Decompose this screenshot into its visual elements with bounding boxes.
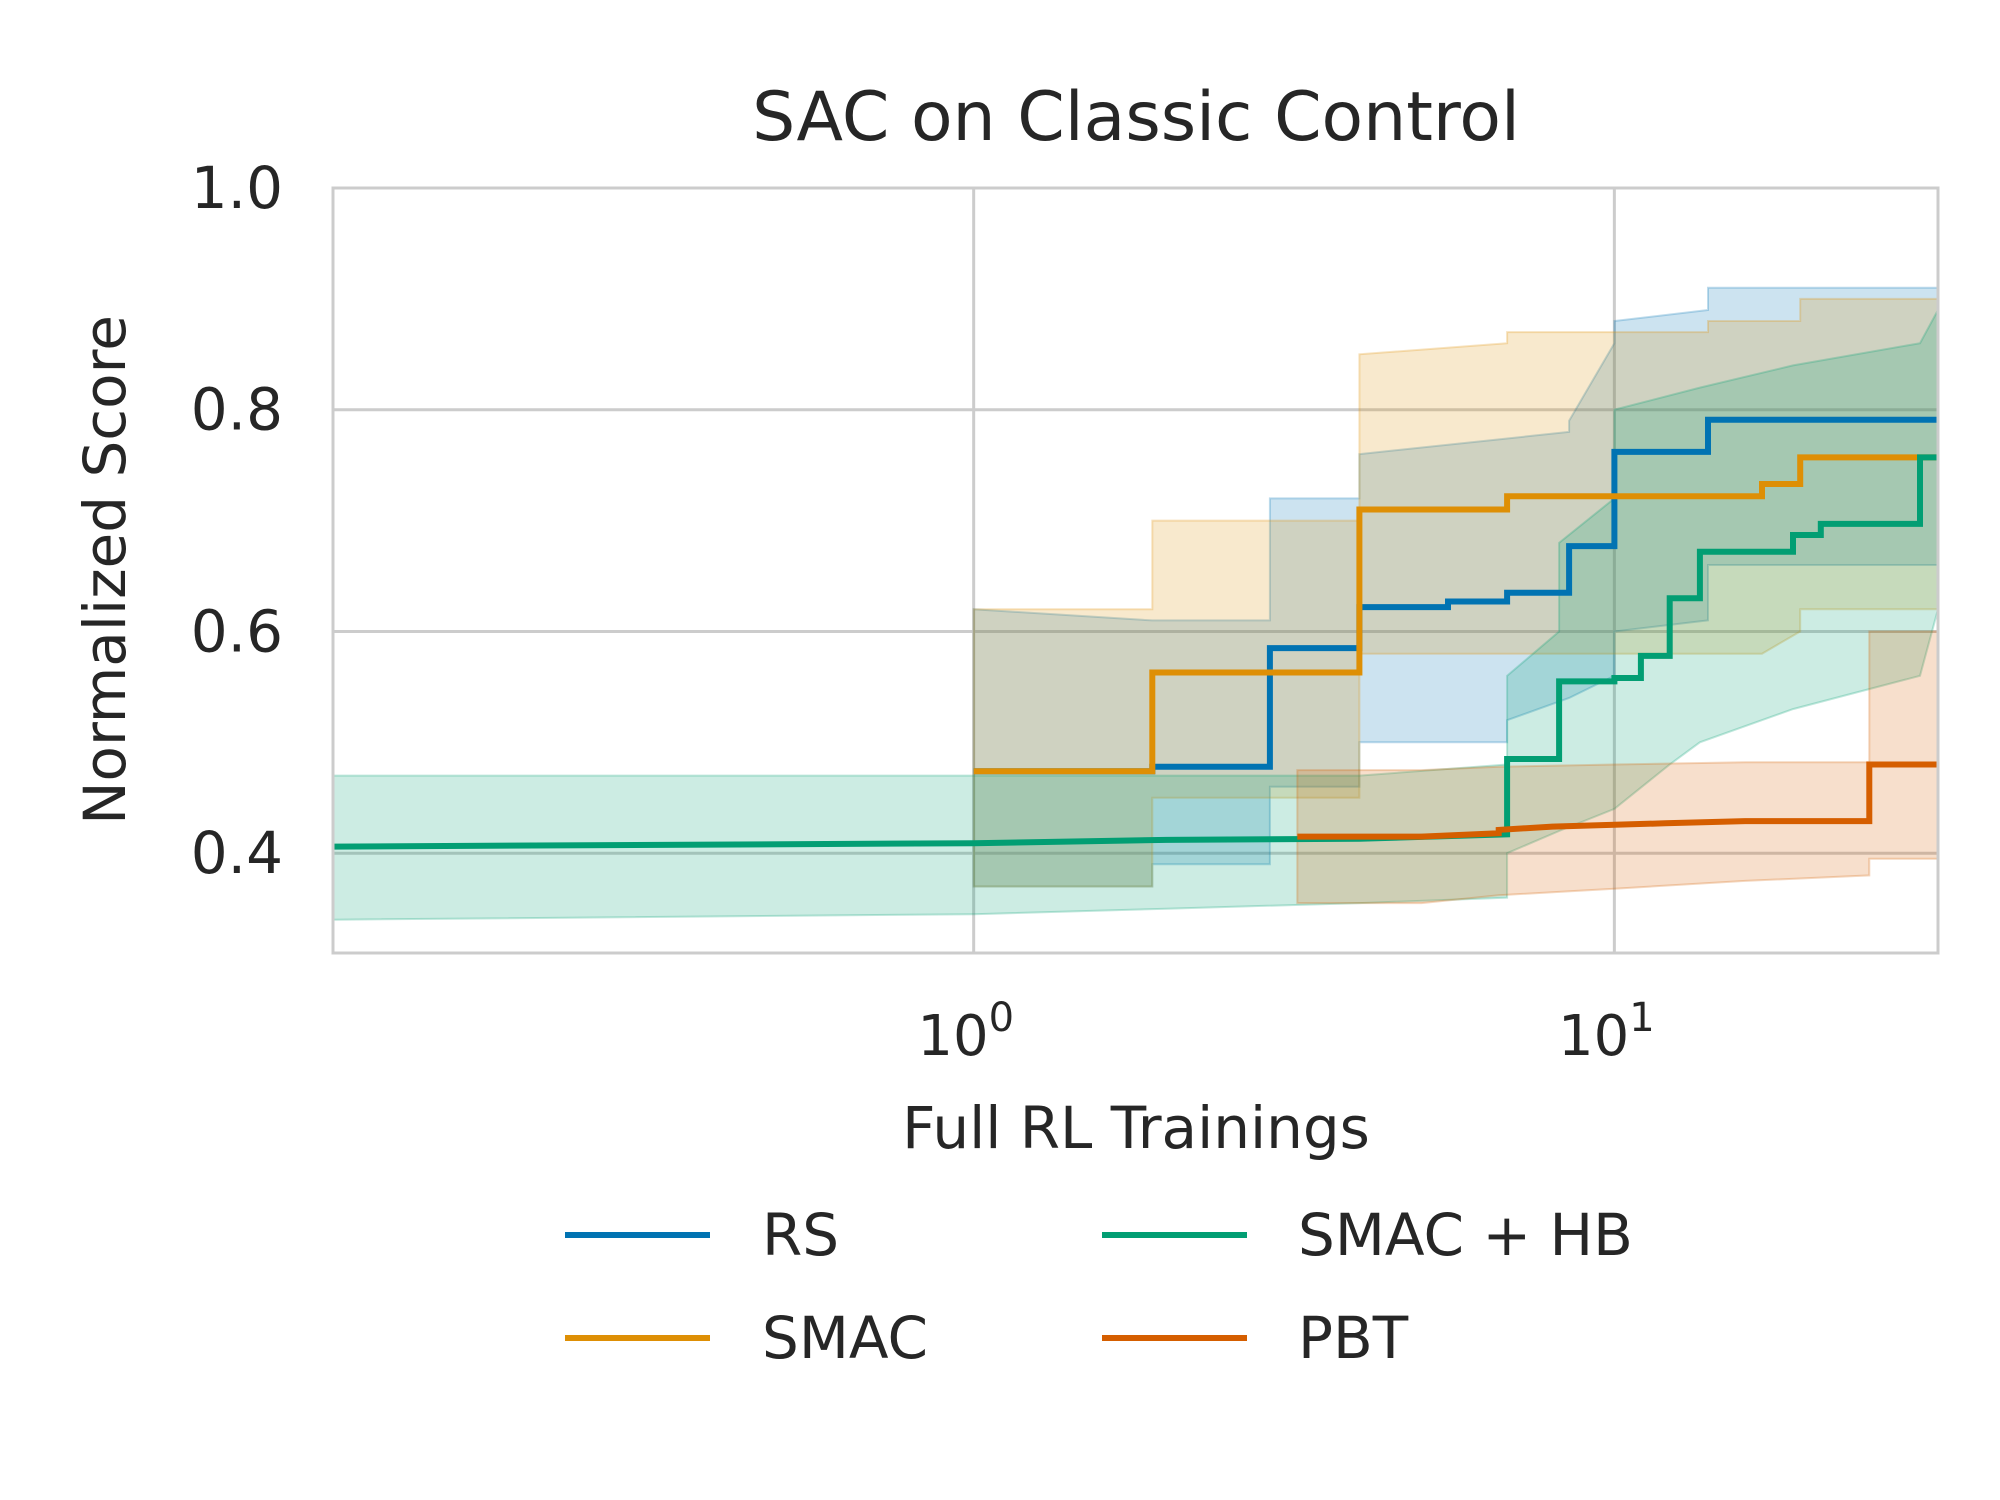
series-line-pbt bbox=[1297, 761, 1938, 840]
band-smac bbox=[972, 297, 1939, 888]
plot-frame bbox=[331, 186, 1940, 955]
y-axis-ticks: 0.4 0.6 0.8 1.0 bbox=[191, 154, 283, 887]
y-tick-label-3: 1.0 bbox=[191, 154, 283, 222]
x-axis-label: Full RL Trainings bbox=[902, 1094, 1370, 1162]
legend: RS SMAC SMAC + HB PBT bbox=[565, 1201, 1633, 1372]
grid bbox=[333, 188, 1938, 953]
y-tick-label-1: 0.6 bbox=[191, 597, 283, 665]
band-rs bbox=[972, 286, 1939, 888]
y-tick-label-0: 0.4 bbox=[191, 819, 283, 887]
x-axis-ticks: 100 101 bbox=[917, 995, 1654, 1069]
chart-title: SAC on Classic Control bbox=[752, 78, 1520, 157]
legend-label-smac-hb: SMAC + HB bbox=[1298, 1201, 1633, 1269]
legend-label-rs: RS bbox=[762, 1201, 839, 1269]
series-lines bbox=[332, 416, 1938, 850]
series-line-rs bbox=[973, 416, 1938, 775]
y-axis-label: Normalized Score bbox=[71, 315, 139, 825]
x-tick-label-1: 101 bbox=[1558, 995, 1655, 1069]
y-tick-label-2: 0.8 bbox=[191, 376, 283, 444]
x-tick-label-0: 100 bbox=[917, 995, 1014, 1069]
legend-label-pbt: PBT bbox=[1298, 1304, 1409, 1372]
series-line-smac bbox=[973, 454, 1938, 775]
legend-label-smac: SMAC bbox=[762, 1304, 928, 1372]
